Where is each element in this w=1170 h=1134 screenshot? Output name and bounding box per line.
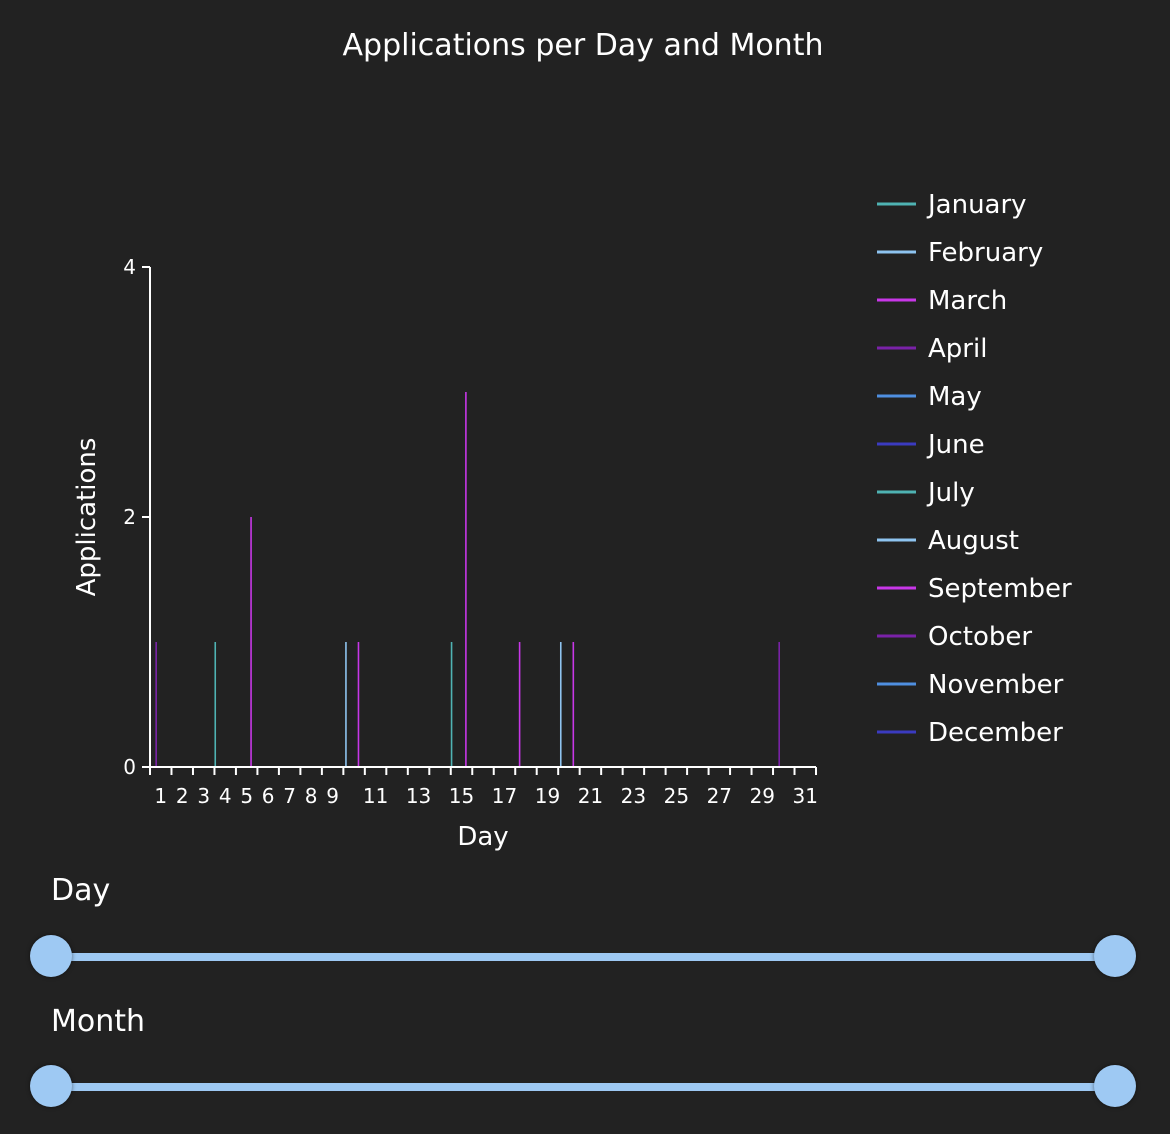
day-slider-track[interactable] — [50, 953, 1116, 961]
bar-september-day-5[interactable] — [250, 517, 252, 767]
y-tick-label: 4 — [123, 255, 136, 279]
legend-label: March — [928, 286, 1007, 316]
bar-september-day-10[interactable] — [357, 642, 360, 767]
month-slider-max-handle[interactable] — [1094, 1065, 1136, 1107]
chart-title: Applications per Day and Month — [343, 28, 824, 63]
y-tick-label: 2 — [123, 505, 136, 529]
legend-label: July — [926, 478, 975, 508]
bar-february-day-20[interactable] — [559, 642, 562, 767]
x-tick-label: 3 — [197, 784, 210, 808]
legend: January February March April May June July Augu… — [877, 190, 1072, 748]
legend-label: October — [928, 622, 1032, 652]
legend-item-february[interactable]: February — [877, 238, 1043, 268]
legend-label: January — [926, 190, 1027, 220]
legend-label: May — [928, 382, 982, 412]
legend-label: November — [928, 670, 1064, 700]
x-tick-label: 5 — [240, 784, 253, 808]
x-tick-label: 7 — [283, 784, 296, 808]
month-slider-min-handle[interactable] — [30, 1065, 72, 1107]
y-tick-label: 0 — [123, 755, 136, 779]
month-slider-label: Month — [51, 1004, 146, 1039]
legend-item-november[interactable]: November — [877, 670, 1064, 700]
x-tick-label: 15 — [449, 784, 474, 808]
x-tick-label: 9 — [326, 784, 339, 808]
legend-item-april[interactable]: April — [877, 334, 987, 364]
legend-item-january[interactable]: January — [877, 190, 1027, 220]
x-tick-label: 29 — [750, 784, 775, 808]
legend-item-may[interactable]: May — [877, 382, 982, 412]
day-slider-max-handle[interactable] — [1094, 935, 1136, 977]
y-axis-title: Applications — [72, 438, 102, 597]
legend-label: April — [928, 334, 987, 364]
x-axis-title: Day — [457, 822, 508, 852]
legend-label: September — [928, 574, 1072, 604]
legend-item-june[interactable]: June — [877, 430, 985, 460]
legend-item-august[interactable]: August — [877, 526, 1019, 556]
bar-february-day-10[interactable] — [345, 642, 347, 767]
legend-item-july[interactable]: July — [877, 478, 975, 508]
x-tick-label: 4 — [219, 784, 232, 808]
legend-item-december[interactable]: December — [877, 718, 1063, 748]
legend-item-september[interactable]: September — [877, 574, 1072, 604]
bar-january-day-4[interactable] — [214, 642, 217, 767]
x-tick-label: 1 — [154, 784, 167, 808]
legend-label: August — [928, 526, 1019, 556]
day-slider-label: Day — [51, 873, 111, 908]
legend-label: June — [926, 430, 985, 460]
x-tick-label: 13 — [406, 784, 431, 808]
legend-label: February — [928, 238, 1043, 268]
day-slider-min-handle[interactable] — [30, 935, 72, 977]
x-tick-label: 2 — [176, 784, 189, 808]
x-tick-label: 25 — [664, 784, 689, 808]
x-tick-label: 6 — [262, 784, 275, 808]
y-axis: 0 2 4 — [123, 255, 151, 779]
month-slider-track[interactable] — [50, 1083, 1116, 1091]
bar-april-day-1[interactable] — [155, 642, 157, 767]
x-tick-label: 21 — [578, 784, 603, 808]
x-tick-label: 17 — [492, 784, 517, 808]
bar-march-day-18[interactable] — [518, 642, 521, 767]
bar-september-day-20[interactable] — [572, 642, 575, 767]
x-tick-label: 27 — [707, 784, 732, 808]
day-range-slider[interactable] — [30, 935, 1136, 979]
plot-area — [155, 392, 780, 767]
bar-april-day-30[interactable] — [778, 642, 780, 767]
bar-january-day-15[interactable] — [450, 642, 453, 767]
x-tick-label: 11 — [363, 784, 388, 808]
bar-september-day-15[interactable] — [465, 392, 467, 767]
x-axis: 1 2 3 4 5 6 7 8 9 11 13 15 17 19 21 23 25 27 29 31 — [149, 766, 818, 808]
legend-item-october[interactable]: October — [877, 622, 1032, 652]
x-tick-label: 19 — [535, 784, 560, 808]
x-tick-label: 23 — [621, 784, 646, 808]
legend-item-march[interactable]: March — [877, 286, 1007, 316]
month-range-slider[interactable] — [30, 1065, 1136, 1109]
x-tick-label: 8 — [305, 784, 318, 808]
legend-label: December — [928, 718, 1063, 748]
x-tick-label: 31 — [793, 784, 818, 808]
